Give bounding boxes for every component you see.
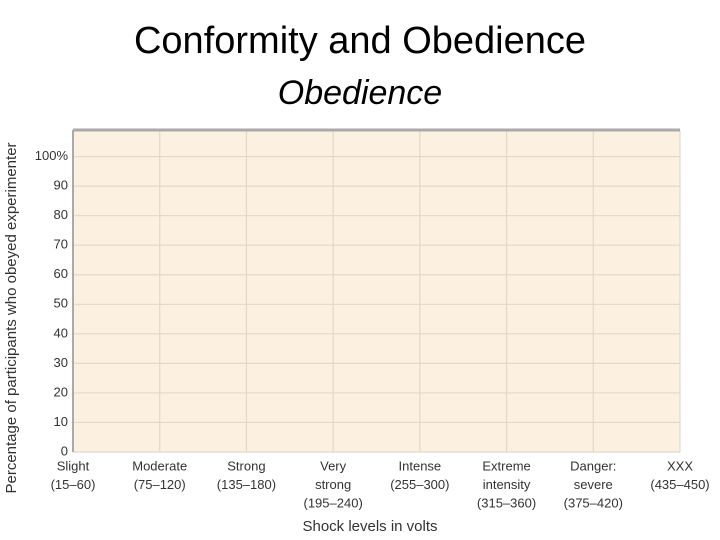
x-tick-label: severe bbox=[574, 477, 613, 492]
x-axis-label: Shock levels in volts bbox=[302, 518, 437, 535]
chart-title: Conformity and Obedience bbox=[134, 20, 586, 62]
x-tick-label: (195–240) bbox=[304, 495, 363, 510]
y-axis-label: Percentage of participants who obeyed ex… bbox=[3, 142, 20, 493]
y-tick-label: 10 bbox=[54, 414, 68, 429]
x-tick-label: Extreme bbox=[482, 458, 530, 473]
x-tick-label: Strong bbox=[227, 458, 265, 473]
x-tick-label: Danger: bbox=[570, 458, 616, 473]
x-tick-label: (435–450) bbox=[650, 477, 709, 492]
x-tick-label: (315–360) bbox=[477, 495, 536, 510]
plot-area bbox=[73, 130, 680, 452]
chart-subtitle: Obedience bbox=[278, 74, 442, 112]
y-tick-label: 90 bbox=[54, 178, 68, 193]
x-tick-label: (255–300) bbox=[390, 477, 449, 492]
x-tick-label: Very bbox=[320, 458, 347, 473]
x-tick-label: intensity bbox=[483, 477, 531, 492]
x-tick-label: (75–120) bbox=[134, 477, 186, 492]
x-tick-label: XXX bbox=[667, 458, 693, 473]
x-tick-label: Moderate bbox=[132, 458, 187, 473]
y-tick-label: 40 bbox=[54, 325, 68, 340]
x-tick-label: Intense bbox=[399, 458, 442, 473]
y-tick-label: 80 bbox=[54, 207, 68, 222]
x-tick-label: (135–180) bbox=[217, 477, 276, 492]
y-tick-label: 100% bbox=[35, 148, 69, 163]
x-tick-label: Slight bbox=[57, 458, 90, 473]
y-tick-label: 50 bbox=[54, 296, 68, 311]
y-tick-label: 60 bbox=[54, 266, 68, 281]
y-tick-label: 20 bbox=[54, 384, 68, 399]
y-tick-label: 30 bbox=[54, 355, 68, 370]
y-tick-label: 70 bbox=[54, 237, 68, 252]
x-tick-label: (375–420) bbox=[564, 495, 623, 510]
x-tick-label: strong bbox=[315, 477, 351, 492]
x-tick-label: (15–60) bbox=[51, 477, 96, 492]
y-tick-label: 0 bbox=[61, 443, 68, 458]
